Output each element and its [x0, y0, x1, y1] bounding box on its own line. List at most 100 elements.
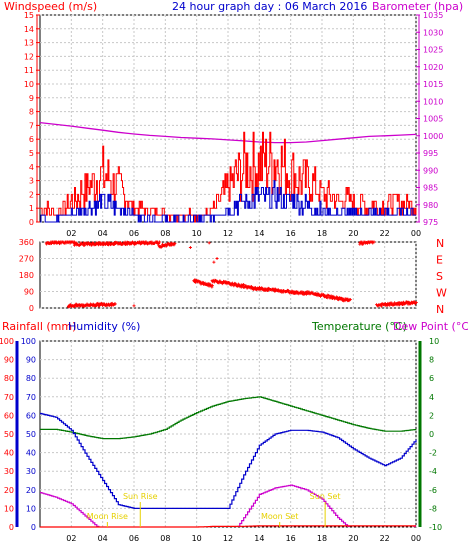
windspeed-tick-label: 1: [29, 204, 34, 213]
windspeed-tick-label: 0: [29, 218, 34, 227]
barometer-tick-label: 985: [423, 184, 438, 193]
direction-point: [188, 246, 192, 249]
rainfall-tick-label: 20: [4, 486, 14, 495]
windspeed-tick-label: 5: [29, 149, 34, 158]
temperature-tick-label: -2: [429, 449, 437, 458]
compass-label: N: [436, 237, 444, 250]
compass-label: E: [436, 254, 443, 267]
temperature-tick-label: 2: [429, 411, 434, 420]
humidity-tick-label: 80: [26, 374, 36, 383]
rainfall-series-line: [40, 525, 416, 528]
wind-x-tick-label: 04: [98, 229, 108, 238]
windspeed-tick-label: 7: [29, 121, 34, 130]
temperature-series-line: [40, 396, 417, 440]
direction-point: [157, 240, 161, 244]
wind-x-tick-label: 22: [380, 229, 390, 238]
windspeed-tick-label: 12: [24, 52, 34, 61]
rainfall-tick-label: 0: [9, 523, 14, 532]
humidity-series-line: [40, 412, 417, 509]
direction-tick-label: 270: [19, 255, 34, 264]
sun-set-label: Sun Set: [310, 492, 341, 501]
temperature-tick-label: 0: [429, 430, 434, 439]
direction-point: [242, 283, 246, 287]
barometer-tick-label: 1020: [423, 63, 443, 72]
rainfall-axis-title: Rainfall (mm): [2, 320, 76, 333]
humidity-tick-label: 70: [26, 393, 36, 402]
direction-tick-label: 360: [19, 238, 34, 247]
wind-x-tick-label: 06: [129, 229, 139, 238]
direction-point: [348, 297, 352, 301]
dewpoint-axis-title: Dew Point (°C): [393, 320, 468, 333]
barometer-tick-label: 1025: [423, 46, 443, 55]
rainfall-tick-label: 70: [4, 393, 14, 402]
humidity-tick-label: 30: [26, 467, 36, 476]
direction-point: [150, 240, 154, 244]
direction-point: [329, 294, 333, 298]
windspeed-tick-label: 3: [29, 177, 34, 186]
barometer-tick-label: 1005: [423, 115, 443, 124]
rain-x-tick-label: 06: [129, 534, 139, 543]
windspeed-tick-label: 15: [24, 11, 34, 20]
wind-x-tick-label: 00: [411, 229, 421, 238]
windspeed-tick-label: 9: [29, 94, 34, 103]
direction-point: [97, 304, 101, 308]
rainfall-tick-label: 60: [4, 411, 14, 420]
compass-label: W: [436, 287, 447, 300]
moon-rise-label: Moon Rise: [87, 512, 128, 521]
wind-x-tick-label: 12: [223, 229, 233, 238]
humidity-tick-label: 60: [26, 411, 36, 420]
humidity-tick-label: 40: [26, 449, 36, 458]
temperature-tick-label: -4: [429, 467, 437, 476]
wind-x-tick-label: 18: [317, 229, 327, 238]
humidity-tick-label: 100: [21, 337, 36, 346]
rainfall-tick-label: 50: [4, 430, 14, 439]
rainfall-tick-label: 40: [4, 449, 14, 458]
rain-x-tick-label: 22: [380, 534, 390, 543]
temperature-tick-label: 8: [429, 356, 434, 365]
rain-x-tick-label: 02: [66, 534, 76, 543]
wind-x-tick-label: 10: [192, 229, 202, 238]
direction-tick-label: 0: [29, 304, 34, 313]
humidity-tick-label: 50: [26, 430, 36, 439]
windspeed-axis-title: Windspeed (m/s): [4, 0, 97, 13]
direction-point: [232, 284, 236, 288]
temperature-tick-label: 4: [429, 393, 434, 402]
wind-x-tick-label: 16: [286, 229, 296, 238]
direction-point: [212, 260, 216, 264]
compass-label: N: [436, 303, 444, 316]
barometer-series-line: [39, 121, 417, 144]
barometer-tick-label: 1010: [423, 97, 443, 106]
barometer-tick-label: 1000: [423, 132, 443, 141]
temperature-tick-label: -6: [429, 486, 437, 495]
humidity-tick-label: 10: [26, 504, 36, 513]
rainfall-tick-label: 10: [4, 504, 14, 513]
rain-x-tick-label: 04: [98, 534, 108, 543]
temperature-axis-title: Temperature (°C): [311, 320, 407, 333]
rain-x-tick-label: 14: [254, 534, 264, 543]
direction-point: [210, 284, 214, 288]
rainfall-tick-label: 100: [0, 337, 14, 346]
temperature-tick-label: 6: [429, 374, 434, 383]
direction-point: [402, 300, 406, 304]
chart-title: 24 hour graph day : 06 March 2016: [172, 0, 367, 13]
direction-point: [113, 302, 117, 306]
temperature-tick-label: 10: [429, 337, 439, 346]
wind-x-tick-label: 02: [66, 229, 76, 238]
barometer-tick-label: 995: [423, 149, 438, 158]
direction-point: [164, 244, 168, 248]
rainfall-tick-label: 80: [4, 374, 14, 383]
rain-x-tick-label: 12: [223, 534, 233, 543]
windspeed-tick-label: 2: [29, 190, 34, 199]
direction-point: [322, 293, 326, 297]
direction-point: [157, 243, 161, 247]
direction-point: [300, 290, 304, 294]
windspeed-tick-label: 6: [29, 135, 34, 144]
rainfall-tick-label: 90: [4, 356, 14, 365]
direction-point: [372, 240, 376, 244]
moon-set-label: Moon Set: [261, 512, 298, 521]
direction-tick-label: 180: [19, 271, 34, 280]
wind-x-tick-label: 14: [254, 229, 264, 238]
direction-point: [83, 243, 87, 247]
direction-point: [414, 300, 418, 304]
sun-rise-label: Sun Rise: [123, 492, 158, 501]
